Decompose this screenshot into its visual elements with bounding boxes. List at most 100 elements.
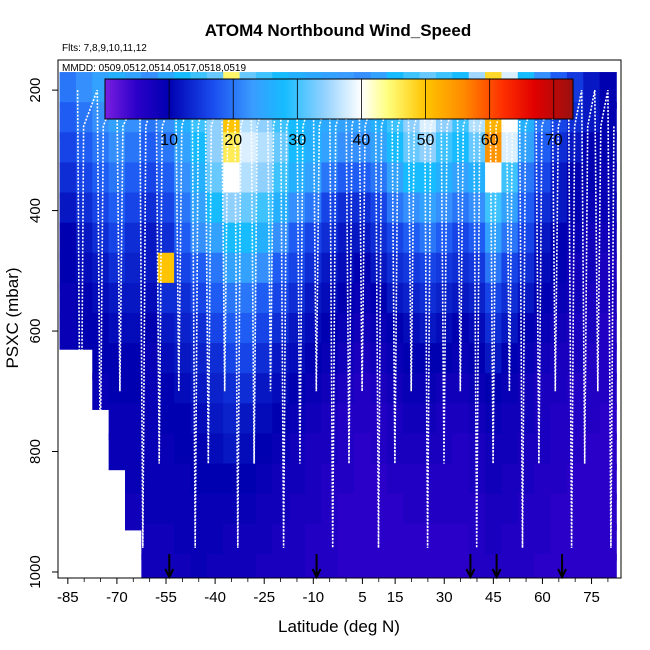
heat-cell <box>517 553 535 578</box>
heat-cell <box>566 553 585 578</box>
heat-cell <box>157 493 175 531</box>
heat-cell <box>206 282 224 320</box>
flight-arrow-head <box>465 568 476 580</box>
heat-cell <box>370 222 388 260</box>
heat-cell <box>386 282 405 320</box>
heat-cell <box>321 493 339 531</box>
flight-arrow-head <box>491 568 502 580</box>
heat-cell <box>141 403 159 441</box>
colorbar-tick-label: 50 <box>417 132 435 149</box>
heat-cell <box>108 343 126 380</box>
heat-cell <box>75 72 94 109</box>
heat-cell <box>108 433 126 471</box>
heat-cell <box>468 222 486 260</box>
x-tick-label: -70 <box>106 589 128 606</box>
heat-cell <box>403 463 421 501</box>
heat-cell <box>288 463 306 501</box>
heat-cell <box>206 373 224 410</box>
heat-cell <box>190 553 208 578</box>
heat-cell <box>550 162 568 200</box>
heat-cell <box>125 493 143 531</box>
x-tick-label: -40 <box>204 589 226 606</box>
heat-cell <box>566 282 585 320</box>
heat-cell <box>206 553 224 578</box>
heat-cell <box>223 493 241 531</box>
heat-cell <box>370 373 388 410</box>
heat-cell <box>239 523 257 561</box>
heat-cell <box>75 192 94 230</box>
heat-cell <box>223 403 241 441</box>
heat-cell <box>435 553 454 578</box>
heat-cell <box>386 132 405 170</box>
heat-cell <box>501 132 519 170</box>
heat-cell <box>157 252 175 290</box>
heat-cell <box>92 192 110 230</box>
heat-cell <box>566 403 585 441</box>
heat-cell <box>550 403 568 441</box>
heat-cell <box>190 192 208 230</box>
heat-cell <box>125 343 143 380</box>
heat-cell <box>272 493 290 531</box>
heat-cell <box>354 403 372 441</box>
x-tick-label: 30 <box>436 589 453 606</box>
heat-cell <box>321 282 339 320</box>
heat-cell <box>403 162 421 200</box>
heat-cell <box>206 493 224 531</box>
heat-cell <box>108 282 126 320</box>
heat-cell <box>354 523 372 561</box>
chart-title: ATOM4 Northbound Wind_Speed <box>205 21 471 40</box>
heat-cell <box>239 433 257 471</box>
heat-cell <box>354 192 372 230</box>
heat-cell <box>566 162 585 200</box>
heat-cell <box>566 343 585 380</box>
heat-cell <box>452 403 470 441</box>
heat-cell <box>354 162 372 200</box>
heat-cell <box>239 553 257 578</box>
heat-cell <box>403 132 421 170</box>
heat-cell <box>550 132 568 170</box>
heat-cell <box>583 373 601 410</box>
heat-cell <box>403 282 421 320</box>
heat-cell <box>354 132 372 170</box>
heat-cell <box>517 132 535 170</box>
heat-cell <box>255 523 274 561</box>
colorbar-tick-label: 30 <box>288 132 306 149</box>
heat-cell <box>174 132 192 170</box>
heat-cell <box>206 433 224 471</box>
heat-cell <box>190 312 208 350</box>
heat-cell <box>92 132 110 170</box>
heat-cell <box>141 312 159 350</box>
heat-cell <box>305 132 323 170</box>
heat-cell <box>239 373 257 410</box>
heat-cell <box>157 222 175 260</box>
heat-cell <box>419 433 437 471</box>
heat-cell <box>141 463 159 501</box>
heat-cell <box>125 433 143 471</box>
heat-cell <box>59 222 77 260</box>
heat-cell <box>223 523 241 561</box>
heat-cell <box>305 373 323 410</box>
heat-cell <box>157 282 175 320</box>
colorbar-tick-label: 20 <box>224 132 242 149</box>
x-tick-label: 60 <box>534 589 551 606</box>
heat-cell <box>75 282 94 320</box>
heat-cell <box>550 463 568 501</box>
flight-arrow-head <box>311 568 322 580</box>
heat-cell <box>386 252 405 290</box>
heat-cell <box>174 403 192 441</box>
y-axis-label: PSXC (mbar) <box>3 267 22 368</box>
heat-cell <box>403 373 421 410</box>
heat-cell <box>255 493 274 531</box>
heat-cell <box>206 463 224 501</box>
heat-cell <box>386 493 405 531</box>
heat-cell <box>599 252 617 290</box>
flight-arrow-head <box>557 568 567 580</box>
heat-cell <box>255 553 274 578</box>
heat-cell <box>174 493 192 531</box>
heat-cell <box>419 553 437 578</box>
heat-cell <box>125 312 143 350</box>
heat-cell <box>534 222 552 260</box>
heat-cell <box>92 312 110 350</box>
heat-cell <box>403 192 421 230</box>
